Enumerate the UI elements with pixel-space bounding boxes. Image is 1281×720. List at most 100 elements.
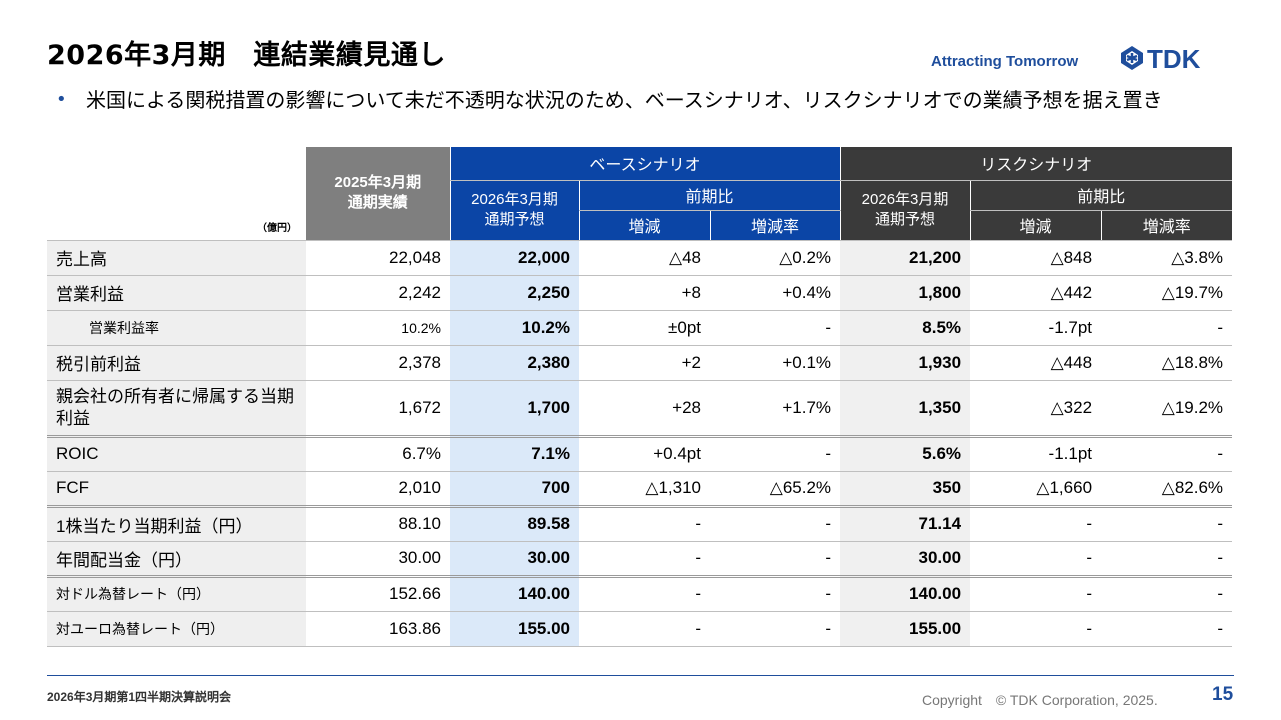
row-label: 対ドル為替レート（円） <box>47 576 306 611</box>
tdk-logo: TDK <box>1119 44 1235 72</box>
col-base-change: 増減 <box>579 210 710 240</box>
risk-rate: △82.6% <box>1101 471 1232 506</box>
actual-value: 30.00 <box>306 541 450 576</box>
risk-rate: - <box>1101 506 1232 541</box>
actual-value: 2,378 <box>306 345 450 380</box>
row-label: 対ユーロ為替レート（円） <box>47 611 306 646</box>
risk-rate: - <box>1101 436 1232 471</box>
table-row: ROIC 6.7% 7.1% +0.4pt -5.6% -1.1pt - <box>47 436 1281 471</box>
table-row: 1株当たり当期利益（円） 88.10 89.58- -71.14- - <box>47 506 1281 541</box>
base-forecast: 140.00 <box>450 576 579 611</box>
footer-event: 2026年3月期第1四半期決算説明会 <box>47 688 231 705</box>
base-change: - <box>579 506 710 541</box>
risk-change: - <box>970 611 1101 646</box>
brand-tagline: Attracting Tomorrow <box>931 53 1078 70</box>
actual-value: 6.7% <box>306 436 450 471</box>
page-number: 15 <box>1212 684 1233 706</box>
actual-value: 1,672 <box>306 380 450 436</box>
risk-forecast: 5.6% <box>840 436 970 471</box>
table-row: 営業利益率 10.2% 10.2% ±0pt -8.5% -1.7pt - <box>47 310 1281 345</box>
table-row: FCF 2,010 700 △1,310 △65.2% 350 △1,660 △82.6% <box>47 471 1281 506</box>
actual-value: 2,010 <box>306 471 450 506</box>
row-label: FCF <box>47 471 306 506</box>
base-rate: △0.2% <box>710 240 840 275</box>
summary-text: 米国による関税措置の影響について未だ不透明な状況のため、ベースシナリオ、リスクシ… <box>86 86 1196 114</box>
risk-forecast: 21,200 <box>840 240 970 275</box>
base-forecast: 700 <box>450 471 579 506</box>
risk-rate: - <box>1101 576 1232 611</box>
base-forecast: 10.2% <box>450 310 579 345</box>
table-row: 売上高 22,048 22,000 △48 △0.2% 21,200 △848 △3.8% <box>47 240 1281 275</box>
actual-value: 152.66 <box>306 576 450 611</box>
risk-rate: - <box>1101 541 1232 576</box>
col-risk-scenario: リスクシナリオ <box>840 147 1232 180</box>
row-label: 親会社の所有者に帰属する当期利益 <box>47 380 306 436</box>
base-change: +8 <box>579 275 710 310</box>
base-change: △1,310 <box>579 471 710 506</box>
table-row: 対ドル為替レート（円） 152.66 140.00- -140.00- - <box>47 576 1281 611</box>
unit-label: （億円） <box>47 147 306 240</box>
base-forecast: 30.00 <box>450 541 579 576</box>
table-row: 対ユーロ為替レート（円） 163.86 155.00- -155.00- - <box>47 611 1281 646</box>
actual-value: 163.86 <box>306 611 450 646</box>
base-rate: - <box>710 541 840 576</box>
base-change: +0.4pt <box>579 436 710 471</box>
base-rate: - <box>710 506 840 541</box>
col-base-forecast: 2026年3月期 通期予想 <box>450 180 579 240</box>
col-risk-forecast: 2026年3月期 通期予想 <box>840 180 970 240</box>
base-change: +28 <box>579 380 710 436</box>
risk-forecast: 155.00 <box>840 611 970 646</box>
risk-change: △322 <box>970 380 1101 436</box>
risk-forecast: 1,930 <box>840 345 970 380</box>
risk-change: -1.7pt <box>970 310 1101 345</box>
risk-rate: △19.2% <box>1101 380 1232 436</box>
base-change: △48 <box>579 240 710 275</box>
actual-value: 10.2% <box>306 310 450 345</box>
risk-change: △1,660 <box>970 471 1101 506</box>
risk-rate: △19.7% <box>1101 275 1232 310</box>
forecast-table: （億円） 2025年3月期 通期実績 ベースシナリオ リスクシナリオ 2026年… <box>47 147 1281 647</box>
actual-value: 2,242 <box>306 275 450 310</box>
logo-wordmark: TDK <box>1147 44 1201 72</box>
base-change: +2 <box>579 345 710 380</box>
base-rate: +0.4% <box>710 275 840 310</box>
base-change: ±0pt <box>579 310 710 345</box>
base-forecast: 22,000 <box>450 240 579 275</box>
risk-forecast: 350 <box>840 471 970 506</box>
table-row: 親会社の所有者に帰属する当期利益 1,672 1,700 +28 +1.7% 1,350 △… <box>47 380 1281 436</box>
row-label: 営業利益率 <box>47 310 306 345</box>
base-rate: - <box>710 576 840 611</box>
bullet-icon: • <box>56 86 86 114</box>
col-risk-rate: 増減率 <box>1101 210 1232 240</box>
col-base-rate: 増減率 <box>710 210 840 240</box>
risk-forecast: 1,800 <box>840 275 970 310</box>
base-forecast: 2,380 <box>450 345 579 380</box>
col-base-yoy: 前期比 <box>579 180 840 210</box>
risk-change: -1.1pt <box>970 436 1101 471</box>
risk-forecast: 8.5% <box>840 310 970 345</box>
row-label: 営業利益 <box>47 275 306 310</box>
risk-rate: - <box>1101 611 1232 646</box>
base-forecast: 7.1% <box>450 436 579 471</box>
base-rate: +0.1% <box>710 345 840 380</box>
risk-change: - <box>970 541 1101 576</box>
base-rate: - <box>710 310 840 345</box>
page-title: 2026年3月期 連結業績見通し <box>47 33 446 72</box>
risk-forecast: 1,350 <box>840 380 970 436</box>
risk-change: △848 <box>970 240 1101 275</box>
base-forecast: 89.58 <box>450 506 579 541</box>
row-label: 売上高 <box>47 240 306 275</box>
col-risk-change: 増減 <box>970 210 1101 240</box>
base-forecast: 2,250 <box>450 275 579 310</box>
base-rate: +1.7% <box>710 380 840 436</box>
table-row: 年間配当金（円） 30.00 30.00- -30.00- - <box>47 541 1281 576</box>
actual-value: 22,048 <box>306 240 450 275</box>
risk-forecast: 71.14 <box>840 506 970 541</box>
base-change: - <box>579 541 710 576</box>
row-label: 税引前利益 <box>47 345 306 380</box>
risk-change: △442 <box>970 275 1101 310</box>
row-label: 1株当たり当期利益（円） <box>47 506 306 541</box>
col-base-scenario: ベースシナリオ <box>450 147 840 180</box>
base-rate: △65.2% <box>710 471 840 506</box>
base-change: - <box>579 611 710 646</box>
